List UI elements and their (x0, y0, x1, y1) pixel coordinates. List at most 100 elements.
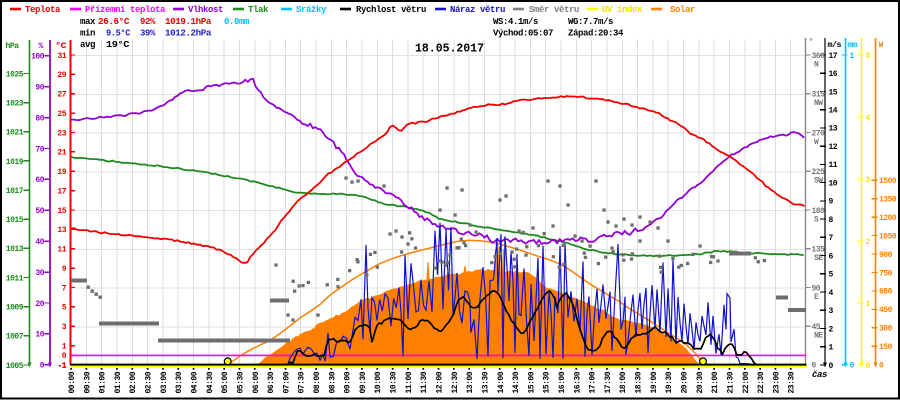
svg-text:1012.2hPa: 1012.2hPa (165, 29, 212, 39)
svg-text:1: 1 (62, 342, 67, 351)
svg-text:1050: 1050 (879, 232, 897, 241)
svg-text:0: 0 (866, 362, 871, 371)
svg-text:60: 60 (35, 176, 44, 185)
svg-text:W: W (814, 138, 819, 147)
svg-text:-1: -1 (57, 362, 66, 371)
svg-text:avg: avg (80, 40, 95, 50)
svg-text:mm: mm (848, 41, 858, 50)
svg-text:70: 70 (35, 145, 44, 154)
svg-text:5: 5 (866, 52, 871, 61)
svg-text:00:30: 00:30 (83, 371, 92, 393)
svg-text:19:00: 19:00 (650, 371, 659, 393)
svg-text:Západ:20:34: Západ:20:34 (568, 29, 624, 39)
svg-text:05:00: 05:00 (221, 371, 230, 393)
svg-text:13:30: 13:30 (481, 371, 490, 393)
svg-text:90: 90 (35, 84, 44, 93)
svg-text:N: N (814, 60, 819, 69)
svg-text:180: 180 (812, 207, 826, 216)
svg-text:1025: 1025 (6, 70, 24, 79)
svg-text:315: 315 (812, 91, 826, 100)
svg-text:NW: NW (814, 99, 823, 108)
svg-text:0: 0 (62, 352, 67, 361)
svg-text:9.5°C: 9.5°C (106, 29, 131, 39)
svg-text:Teplota: Teplota (25, 5, 61, 15)
svg-text:1013: 1013 (6, 245, 24, 254)
svg-text:°: ° (809, 38, 813, 47)
svg-text:UV index: UV index (602, 5, 643, 15)
svg-text:11:00: 11:00 (405, 371, 414, 393)
svg-text:15:30: 15:30 (543, 371, 552, 393)
svg-text:92%: 92% (140, 17, 156, 27)
svg-text:1007: 1007 (6, 333, 24, 342)
svg-text:14: 14 (829, 107, 838, 116)
svg-text:13: 13 (57, 226, 66, 235)
svg-text:7: 7 (829, 234, 834, 243)
svg-text:1009: 1009 (6, 304, 24, 313)
svg-text:Náraz větru: Náraz větru (450, 5, 505, 15)
svg-text:°C: °C (55, 42, 67, 51)
svg-text:WG:7.7m/s: WG:7.7m/s (568, 17, 613, 27)
svg-text:07:30: 07:30 (298, 371, 307, 393)
svg-text:17: 17 (829, 52, 838, 61)
svg-text:06:30: 06:30 (267, 371, 276, 393)
svg-text:Rychlost větru: Rychlost větru (356, 5, 426, 15)
svg-text:Přízemní teplota: Přízemní teplota (85, 5, 166, 15)
svg-text:01:30: 01:30 (114, 371, 123, 393)
svg-text:8: 8 (829, 216, 834, 225)
svg-text:1200: 1200 (879, 214, 897, 223)
svg-text:22:00: 22:00 (742, 371, 751, 393)
svg-text:01:00: 01:00 (99, 371, 108, 393)
svg-text:9: 9 (62, 265, 67, 274)
svg-text:0: 0 (850, 362, 855, 371)
svg-text:16:30: 16:30 (573, 371, 582, 393)
svg-text:S: S (814, 215, 819, 224)
svg-text:11: 11 (57, 246, 66, 255)
svg-text:14:30: 14:30 (512, 371, 521, 393)
svg-text:1015: 1015 (6, 216, 24, 225)
svg-text:min: min (80, 29, 95, 39)
svg-text:6: 6 (829, 252, 834, 261)
svg-text:10:00: 10:00 (374, 371, 383, 393)
svg-text:225: 225 (812, 168, 826, 177)
svg-text:5: 5 (62, 304, 67, 313)
svg-text:600: 600 (879, 288, 893, 297)
svg-text:07:00: 07:00 (282, 371, 291, 393)
svg-text:SE: SE (814, 254, 823, 263)
svg-text:30: 30 (35, 269, 44, 278)
svg-text:2: 2 (829, 325, 834, 334)
svg-text:0: 0 (40, 362, 45, 371)
svg-text:27: 27 (57, 91, 66, 100)
svg-text:09:30: 09:30 (359, 371, 368, 393)
svg-text:17:00: 17:00 (589, 371, 598, 393)
svg-text:7: 7 (62, 284, 67, 293)
svg-text:3: 3 (62, 323, 67, 332)
svg-text:1350: 1350 (879, 196, 897, 205)
svg-text:40: 40 (35, 238, 44, 247)
svg-text:22:30: 22:30 (757, 371, 766, 393)
svg-text:09:00: 09:00 (344, 371, 353, 393)
svg-text:03:30: 03:30 (175, 371, 184, 393)
svg-text:Tlak: Tlak (248, 5, 269, 15)
svg-text:13: 13 (829, 125, 838, 134)
svg-text:45: 45 (812, 323, 821, 332)
svg-text:100: 100 (31, 53, 45, 62)
svg-text:08:30: 08:30 (328, 371, 337, 393)
svg-text:15: 15 (57, 207, 66, 216)
svg-text:750: 750 (879, 269, 893, 278)
svg-text:80: 80 (35, 114, 44, 123)
svg-text:12:30: 12:30 (451, 371, 460, 393)
svg-text:04:00: 04:00 (191, 371, 200, 393)
svg-text:11:30: 11:30 (420, 371, 429, 393)
svg-text:m/s: m/s (828, 41, 842, 50)
svg-text:02:00: 02:00 (129, 371, 138, 393)
svg-text:1011: 1011 (6, 274, 24, 283)
svg-text:23:00: 23:00 (772, 371, 781, 393)
svg-text:5: 5 (829, 271, 834, 280)
svg-text:hPa: hPa (6, 42, 20, 51)
svg-text:16:00: 16:00 (558, 371, 567, 393)
svg-text:02:30: 02:30 (145, 371, 154, 393)
svg-text:max: max (80, 17, 96, 27)
svg-text:1: 1 (866, 300, 871, 309)
svg-text:Východ:05:07: Východ:05:07 (493, 29, 553, 39)
svg-text:19: 19 (57, 168, 66, 177)
